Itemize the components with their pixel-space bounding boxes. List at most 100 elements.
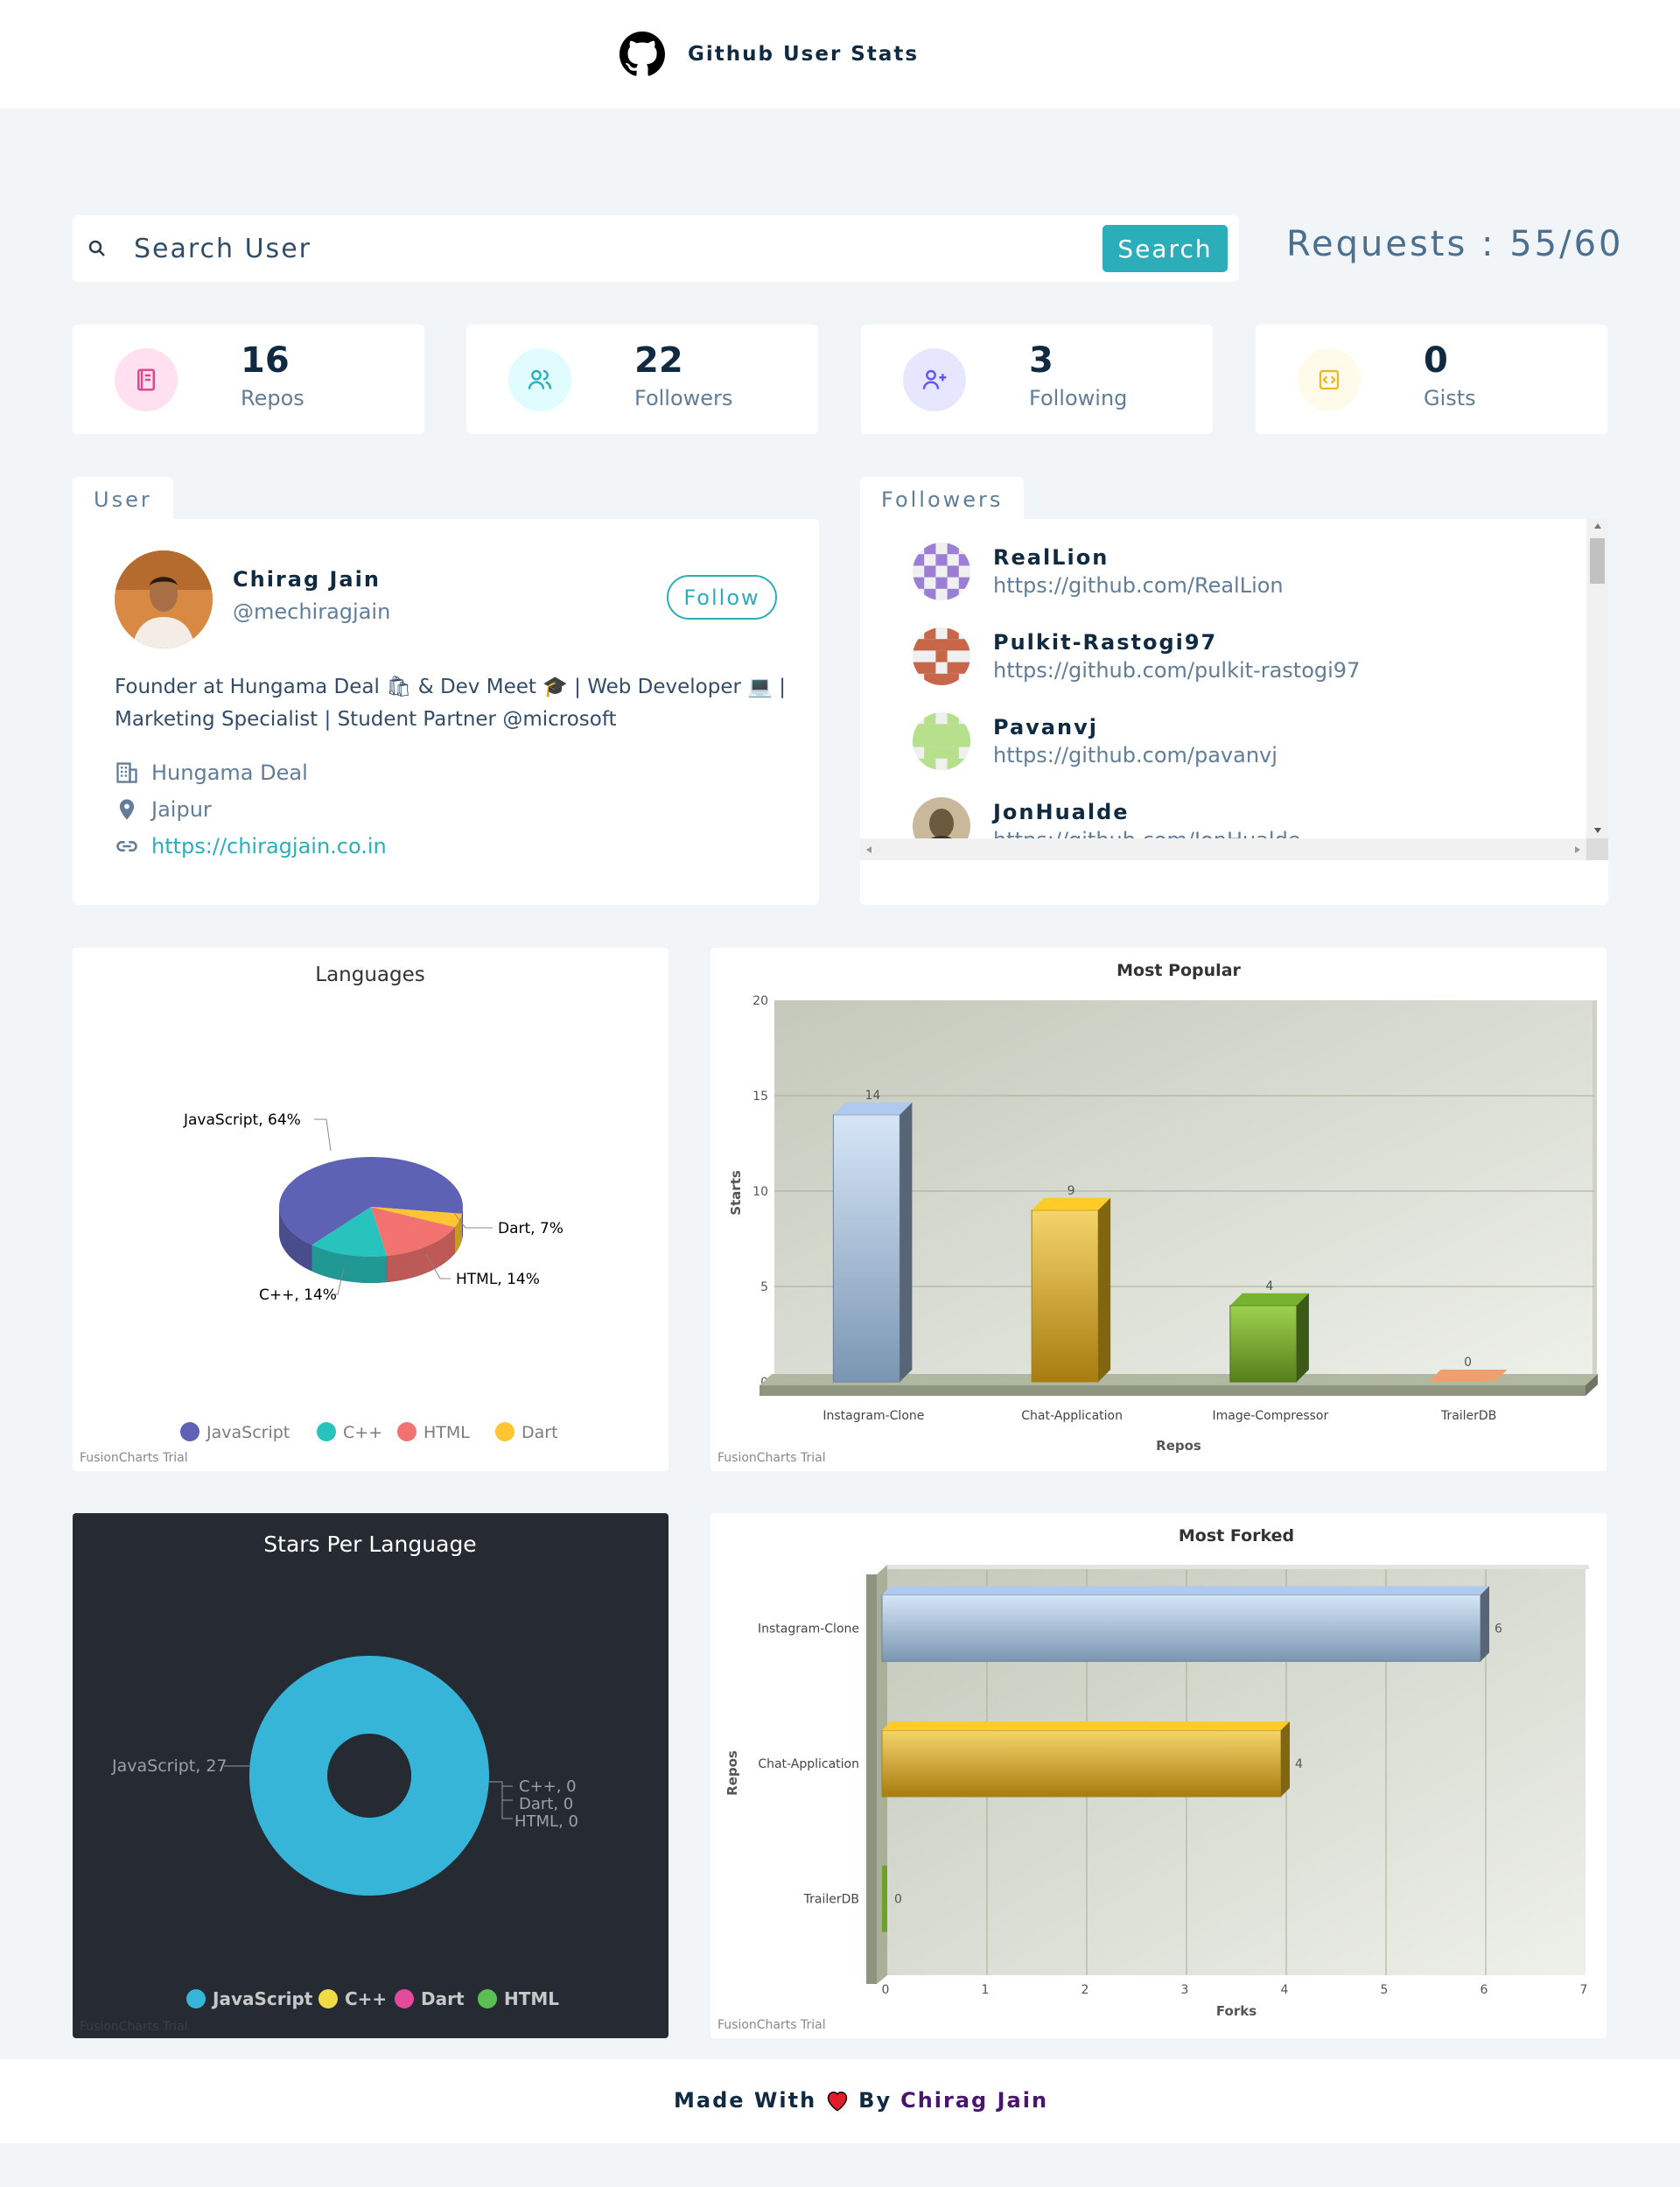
- x-tick-label: Image-Compressor: [1213, 1409, 1329, 1423]
- slice-label: JavaScript, 27: [111, 1756, 228, 1776]
- legend-label[interactable]: JavaScript: [211, 1988, 313, 2009]
- chart-title: Languages: [315, 964, 425, 986]
- follower-item[interactable]: RealLion https://github.com/RealLion: [913, 543, 1284, 600]
- bar[interactable]: [882, 1865, 887, 1932]
- app-title: Github User Stats: [688, 43, 920, 66]
- follower-url[interactable]: https://github.com/pavanvj: [993, 743, 1278, 768]
- slice-label: C++, 0: [519, 1777, 577, 1796]
- bar[interactable]: [881, 1729, 1282, 1798]
- pie-slice[interactable]: [279, 1157, 463, 1245]
- legend-label[interactable]: HTML: [424, 1423, 470, 1442]
- scroll-up-icon[interactable]: [1593, 522, 1602, 529]
- scroll-thumb[interactable]: [1590, 538, 1605, 584]
- languages-pie-svg: Languages JavaScript, 64% Dart, 7% HTML,…: [180, 964, 564, 1442]
- x-tick-label: 3: [1181, 1983, 1189, 1997]
- y-tick-label: Instagram-Clone: [758, 1622, 859, 1636]
- footer-made-with: Made With: [674, 2088, 817, 2113]
- x-tick-label: 7: [1580, 1983, 1588, 1997]
- base-top: [760, 1374, 1598, 1385]
- chart-title: Stars Per Language: [263, 1532, 476, 1557]
- y-tick-labels: 05101520: [752, 994, 768, 1390]
- search-button[interactable]: Search: [1102, 225, 1228, 272]
- followers-card: RealLion https://github.com/RealLion Pul…: [860, 519, 1608, 905]
- data-label: 0: [1464, 1356, 1472, 1370]
- user-card: Chirag Jain @mechiragjain Follow Founder…: [73, 519, 819, 905]
- y-tick-labels: Instagram-Clone Chat-Application TrailerDB: [758, 1622, 859, 1906]
- doughnut-slice[interactable]: [248, 1656, 489, 1896]
- follower-item[interactable]: JonHualde https://github.com/JonHualde: [913, 797, 1301, 838]
- slice-label: C++, 14%: [259, 1286, 337, 1304]
- stat-label: Followers: [634, 386, 733, 410]
- follower-url[interactable]: https://github.com/pulkit-rastogi97: [993, 658, 1361, 683]
- fusioncharts-trial: FusionCharts Trial: [80, 2020, 188, 2034]
- doughnut-labels: JavaScript, 27 C++, 0 Dart, 0 HTML, 0: [111, 1756, 578, 1831]
- bars: 14 9 4 0: [832, 1089, 1508, 1383]
- bar-side: [1480, 1586, 1489, 1662]
- stars-doughnut-svg: Stars Per Language JavaScript, 27 C++, 0…: [111, 1532, 578, 2009]
- bar-side: [1296, 1293, 1309, 1382]
- pie-slice[interactable]: [312, 1207, 388, 1257]
- x-tick-label: 2: [1082, 1983, 1089, 1997]
- data-label: 4: [1295, 1757, 1303, 1771]
- follower-url[interactable]: https://github.com/JonHualde: [993, 828, 1301, 838]
- scroll-down-icon[interactable]: [1593, 827, 1602, 834]
- follower-url[interactable]: https://github.com/RealLion: [993, 573, 1284, 598]
- bar[interactable]: [832, 1114, 900, 1383]
- link-icon: [116, 841, 137, 852]
- fusioncharts-trial: FusionCharts Trial: [80, 1451, 188, 1465]
- pie-slice[interactable]: [371, 1207, 462, 1228]
- y-tick-label: 15: [752, 1090, 768, 1104]
- follower-item[interactable]: Pulkit-Rastogi97 https://github.com/pulk…: [913, 627, 1360, 685]
- x-tick-label: 6: [1480, 1983, 1488, 1997]
- follower-avatar: [913, 627, 970, 685]
- x-axis-title: Forks: [1216, 2003, 1256, 2019]
- legend-label[interactable]: C++: [343, 1423, 382, 1442]
- footer: Made With By Chirag Jain: [0, 2059, 1680, 2143]
- vertical-scrollbar[interactable]: [1586, 519, 1608, 838]
- x-tick-label: 0: [882, 1983, 890, 1997]
- location-text: Jaipur: [151, 797, 212, 822]
- legend-label[interactable]: HTML: [504, 1988, 559, 2009]
- stars-per-language-chart: Stars Per Language JavaScript, 27 C++, 0…: [73, 1513, 668, 2038]
- x-tick-label: 5: [1381, 1983, 1389, 1997]
- followers-list[interactable]: RealLion https://github.com/RealLion Pul…: [860, 519, 1586, 838]
- blog-link[interactable]: https://chiragjain.co.in: [151, 834, 387, 859]
- stat-value: 16: [241, 340, 290, 381]
- bar[interactable]: [881, 1594, 1481, 1662]
- y-tick-label: 5: [760, 1280, 768, 1294]
- pie-slice[interactable]: [371, 1207, 455, 1257]
- bar-side: [1281, 1721, 1290, 1797]
- x-tick-label: Instagram-Clone: [822, 1409, 924, 1423]
- fusioncharts-trial: FusionCharts Trial: [718, 2018, 826, 2032]
- horizontal-scrollbar[interactable]: [860, 838, 1586, 860]
- x-tick-labels: Instagram-Clone Chat-Application Image-Com…: [822, 1409, 1496, 1423]
- legend-label[interactable]: C++: [345, 1988, 387, 2009]
- bar[interactable]: [1428, 1370, 1508, 1382]
- follower-avatar: [913, 712, 970, 770]
- base-front: [760, 1385, 1586, 1396]
- bar[interactable]: [1031, 1209, 1099, 1383]
- user-company: Hungama Deal: [115, 761, 308, 785]
- legend-label[interactable]: Dart: [522, 1423, 558, 1442]
- legend-label[interactable]: JavaScript: [206, 1423, 290, 1442]
- scroll-left-icon[interactable]: [865, 845, 872, 854]
- follower-avatar: [913, 543, 970, 600]
- follow-button[interactable]: Follow: [667, 575, 777, 620]
- search-input[interactable]: [134, 228, 1149, 270]
- stat-value: 3: [1029, 340, 1054, 381]
- bar[interactable]: [1229, 1305, 1298, 1383]
- scroll-right-icon[interactable]: [1574, 845, 1581, 854]
- legend-label[interactable]: Dart: [421, 1988, 465, 2009]
- bar-side: [1098, 1197, 1111, 1382]
- legend-marker: [395, 1989, 414, 2008]
- bar-top: [833, 1102, 913, 1115]
- footer-author[interactable]: Chirag Jain: [900, 2088, 1049, 2113]
- x-tick-labels: 0 1 2 3 4 5 6 7: [882, 1983, 1588, 1997]
- stat-value: 0: [1424, 340, 1448, 381]
- follower-name: Pulkit-Rastogi97: [993, 630, 1218, 655]
- pie-slice-side: [312, 1244, 388, 1283]
- follower-item[interactable]: Pavanvj https://github.com/pavanvj: [913, 712, 1278, 770]
- slice-label: HTML, 0: [514, 1812, 578, 1831]
- scroll-corner: [1586, 838, 1608, 860]
- repo-book-icon: [115, 348, 178, 411]
